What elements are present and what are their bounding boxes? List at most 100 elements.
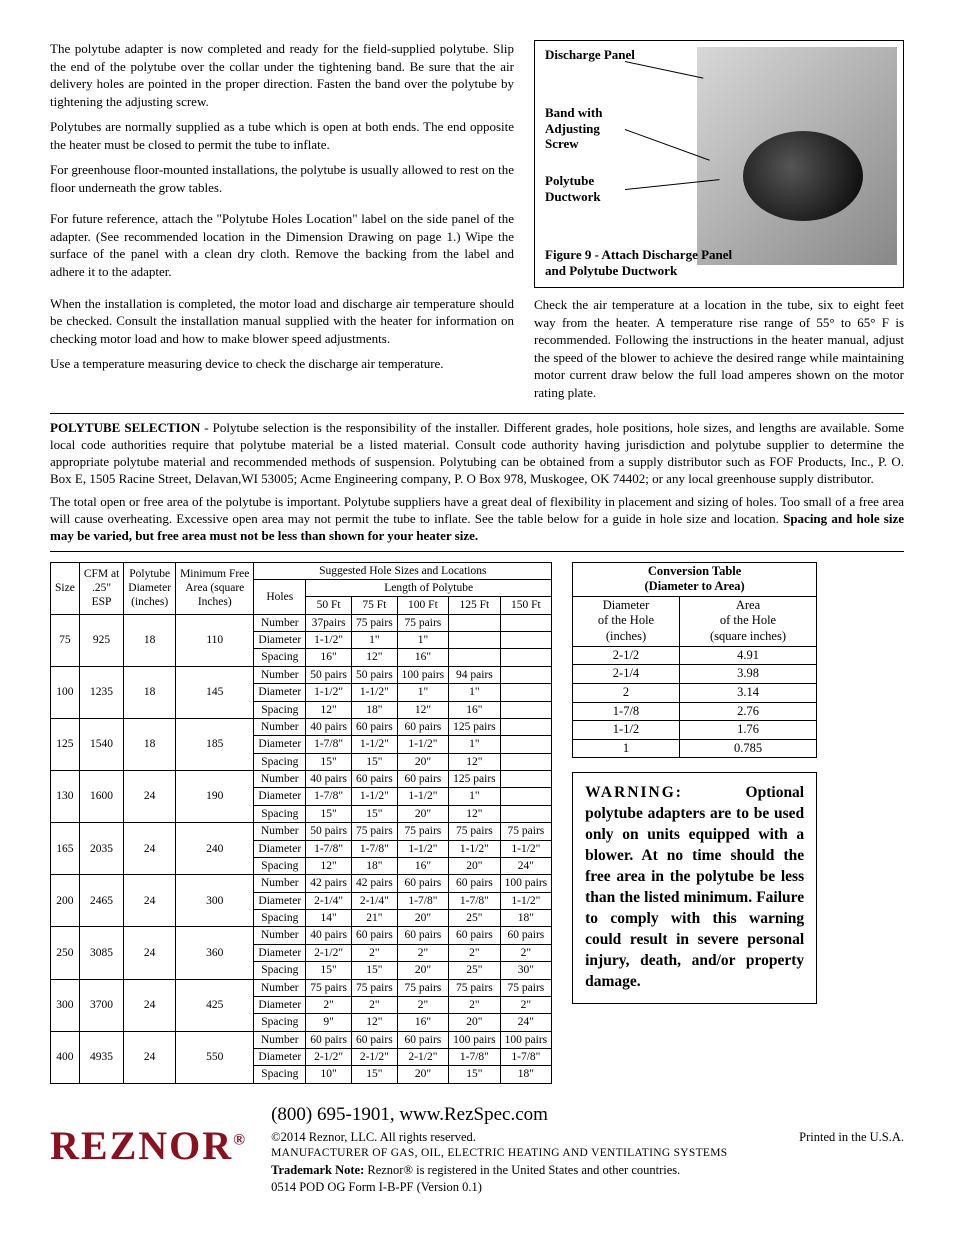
cell-value: [500, 771, 551, 788]
cell-value: 12": [351, 649, 397, 666]
selection-para-1: POLYTUBE SELECTION - Polytube selection …: [50, 420, 904, 488]
row-label: Diameter: [254, 736, 306, 753]
cell-dia: 24: [124, 823, 176, 875]
cell-value: [449, 632, 500, 649]
cell-value: 16": [397, 857, 448, 874]
left-text-column: The polytube adapter is now completed an…: [50, 40, 514, 401]
paragraph: For future reference, attach the "Polytu…: [50, 210, 514, 280]
cell-value: 125 pairs: [449, 718, 500, 735]
cell-value: 60 pairs: [351, 927, 397, 944]
cell-value: 1": [449, 736, 500, 753]
cell-value: 1-1/2": [306, 632, 352, 649]
cell-value: 18": [500, 1066, 551, 1083]
cell-value: 60 pairs: [500, 927, 551, 944]
conv-tbody: 2-1/24.912-1/43.9823.141-7/82.761-1/21.7…: [573, 646, 817, 758]
cell-value: 20": [397, 753, 448, 770]
cell-value: 2": [397, 996, 448, 1013]
cell-value: 10": [306, 1066, 352, 1083]
conv-row: 10.785: [573, 739, 817, 758]
conv-cell: 2-1/4: [573, 665, 680, 684]
row-label: Number: [254, 875, 306, 892]
selection-para-2: The total open or free area of the polyt…: [50, 494, 904, 545]
cell-value: 125 pairs: [449, 771, 500, 788]
th-length-col: 125 Ft: [449, 597, 500, 614]
cell-cfm: 3085: [79, 927, 123, 979]
cell-value: 60 pairs: [449, 875, 500, 892]
conv-row: 23.14: [573, 683, 817, 702]
cell-size: 165: [51, 823, 80, 875]
row-label: Spacing: [254, 701, 306, 718]
cell-value: 2-1/2": [306, 1049, 352, 1066]
row-label: Spacing: [254, 857, 306, 874]
cell-dia: 24: [124, 771, 176, 823]
right-column: Discharge Panel Band with Adjusting Scre…: [534, 40, 904, 401]
row-label: Diameter: [254, 684, 306, 701]
row-label: Spacing: [254, 1014, 306, 1031]
footer-manufacturer: MANUFACTURER OF GAS, OIL, ELECTRIC HEATI…: [271, 1146, 904, 1162]
cell-value: 16": [397, 1014, 448, 1031]
cell-value: 60 pairs: [397, 1031, 448, 1048]
cell-value: 1": [397, 684, 448, 701]
conv-cell: 3.14: [679, 683, 816, 702]
cell-value: 42 pairs: [351, 875, 397, 892]
row-label: Spacing: [254, 649, 306, 666]
cell-value: 75 pairs: [351, 979, 397, 996]
cell-size: 75: [51, 614, 80, 666]
cell-size: 100: [51, 666, 80, 718]
cell-value: 12": [397, 701, 448, 718]
cell-value: 94 pairs: [449, 666, 500, 683]
row-label: Diameter: [254, 892, 306, 909]
cell-dia: 18: [124, 718, 176, 770]
cell-value: 20": [397, 962, 448, 979]
cell-cfm: 1600: [79, 771, 123, 823]
cell-cfm: 1540: [79, 718, 123, 770]
cell-value: 100 pairs: [500, 1031, 551, 1048]
cell-size: 250: [51, 927, 80, 979]
cell-size: 125: [51, 718, 80, 770]
cell-dia: 24: [124, 979, 176, 1031]
cell-value: 15": [306, 962, 352, 979]
table-row: 250308524360Number40 pairs60 pairs60 pai…: [51, 927, 552, 944]
figure-caption: Figure 9 - Attach Discharge Panel and Po…: [545, 247, 755, 280]
cell-value: 2": [449, 996, 500, 1013]
cell-dia: 18: [124, 666, 176, 718]
cell-value: 1-7/8": [351, 840, 397, 857]
conv-cell: 1.76: [679, 721, 816, 740]
table-row: 200246524300Number42 pairs42 pairs60 pai…: [51, 875, 552, 892]
row-label: Spacing: [254, 753, 306, 770]
paragraph: Polytubes are normally supplied as a tub…: [50, 118, 514, 153]
cell-value: 21": [351, 910, 397, 927]
cell-value: 2": [306, 996, 352, 1013]
cell-value: 2-1/4": [351, 892, 397, 909]
table-row: 100123518145Number50 pairs50 pairs100 pa…: [51, 666, 552, 683]
th-cfm: CFM at.25"ESP: [79, 562, 123, 614]
table-row: 7592518110Number37pairs75 pairs75 pairs: [51, 614, 552, 631]
cell-value: 1-1/2": [306, 684, 352, 701]
row-label: Number: [254, 718, 306, 735]
footer: REZNOR® (800) 695-1901, www.RezSpec.com …: [50, 1102, 904, 1196]
cell-value: 2-1/4": [306, 892, 352, 909]
cell-value: 37pairs: [306, 614, 352, 631]
cell-value: 2-1/2": [397, 1049, 448, 1066]
cell-value: 15": [351, 1066, 397, 1083]
cell-value: 40 pairs: [306, 927, 352, 944]
cell-dia: 24: [124, 875, 176, 927]
cell-value: 2-1/2": [306, 944, 352, 961]
cell-value: 1-1/2": [397, 840, 448, 857]
registered-icon: ®: [233, 1131, 247, 1148]
warning-lead: WARNING:: [585, 784, 683, 801]
th-holes: Holes: [254, 579, 306, 614]
cell-dia: 18: [124, 614, 176, 666]
th-length-col: 150 Ft: [500, 597, 551, 614]
conv-cell: 2.76: [679, 702, 816, 721]
cell-value: 15": [449, 1066, 500, 1083]
reznor-logo: REZNOR®: [50, 1102, 247, 1169]
cell-value: 75 pairs: [449, 979, 500, 996]
cell-value: 2": [449, 944, 500, 961]
cell-value: 20": [397, 805, 448, 822]
cell-value: 60 pairs: [397, 875, 448, 892]
footer-copyright: ©2014 Reznor, LLC. All rights reserved.: [271, 1129, 476, 1146]
side-column: Conversion Table(Diameter to Area) Diame…: [572, 562, 817, 1004]
figure-label-polytube: Polytube Ductwork: [545, 173, 635, 204]
cell-value: 100 pairs: [397, 666, 448, 683]
